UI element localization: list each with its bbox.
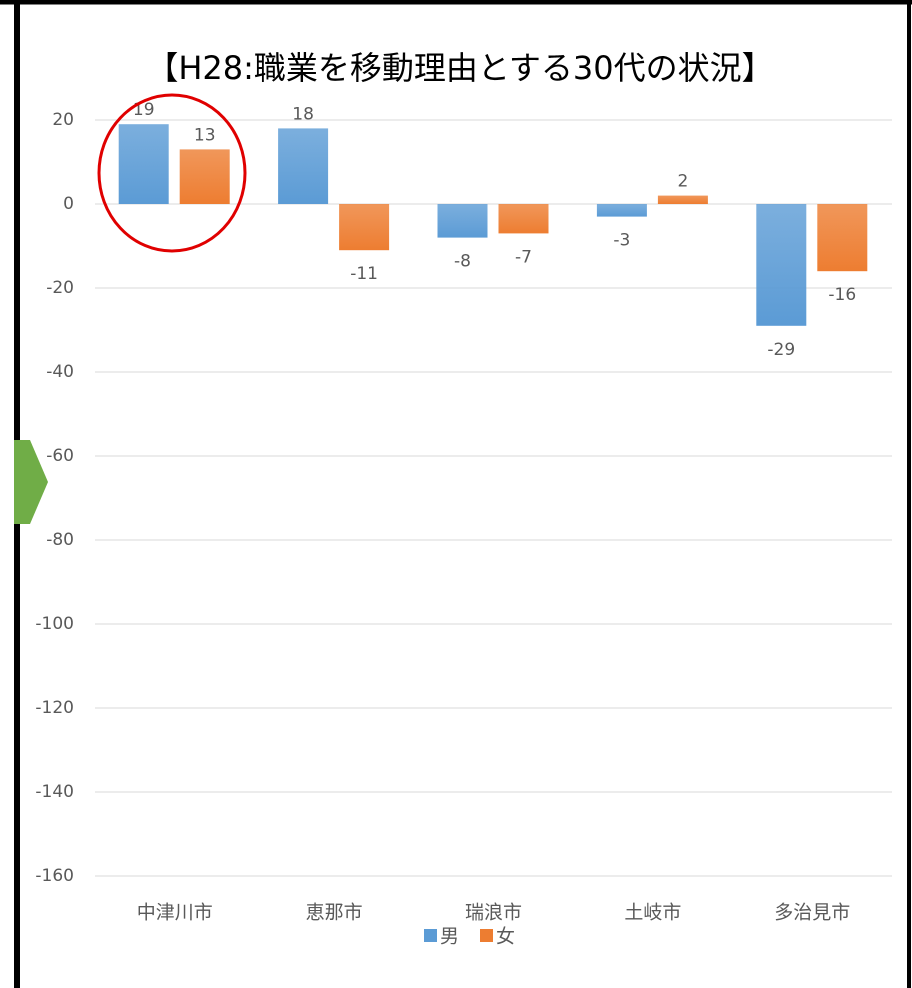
bar [118, 124, 169, 204]
data-label: -7 [515, 247, 532, 267]
data-label: 18 [292, 104, 314, 124]
x-tick-label: 中津川市 [137, 902, 213, 924]
bar [817, 204, 868, 272]
y-tick-label: -20 [46, 278, 74, 298]
x-tick-label: 土岐市 [624, 902, 681, 924]
data-label: 19 [133, 100, 155, 120]
data-label: -29 [767, 340, 795, 360]
legend-label: 女 [496, 926, 515, 948]
x-tick-label: 多治見市 [774, 902, 850, 924]
legend-label: 男 [440, 926, 459, 948]
data-label: -8 [454, 252, 471, 272]
data-label: 13 [194, 125, 216, 145]
y-tick-label: 20 [52, 110, 74, 130]
bar [278, 128, 329, 204]
arrow [14, 440, 48, 524]
bar [498, 204, 549, 234]
data-label: -11 [350, 264, 378, 284]
bar [339, 204, 390, 251]
data-label: -16 [828, 285, 856, 305]
data-label: 2 [677, 172, 688, 192]
y-tick-label: -80 [46, 530, 74, 550]
highlight-circle [97, 93, 247, 253]
y-tick-label: -60 [46, 446, 74, 466]
y-tick-label: -100 [35, 614, 74, 634]
bar [179, 149, 230, 204]
y-tick-label: -160 [35, 866, 74, 886]
bar [756, 204, 807, 326]
x-tick-label: 恵那市 [306, 902, 363, 924]
y-tick-label: 0 [63, 194, 74, 214]
y-tick-label: -40 [46, 362, 74, 382]
legend-swatch [480, 929, 493, 942]
x-tick-label: 瑞浪市 [465, 902, 522, 924]
y-tick-label: -120 [35, 698, 74, 718]
plot: -160 -140 -120 -100 -80 -60 -40 -20 0 20 中津川市 19 13 恵… [35, 100, 892, 948]
legend-swatch [424, 929, 437, 942]
chart-title: 【H28:職業を移動理由とする30代の状況】 [146, 49, 773, 87]
bar [437, 204, 488, 238]
bar [657, 195, 708, 204]
data-label: -3 [613, 231, 630, 251]
bar [596, 204, 647, 217]
y-tick-label: -140 [35, 782, 74, 802]
